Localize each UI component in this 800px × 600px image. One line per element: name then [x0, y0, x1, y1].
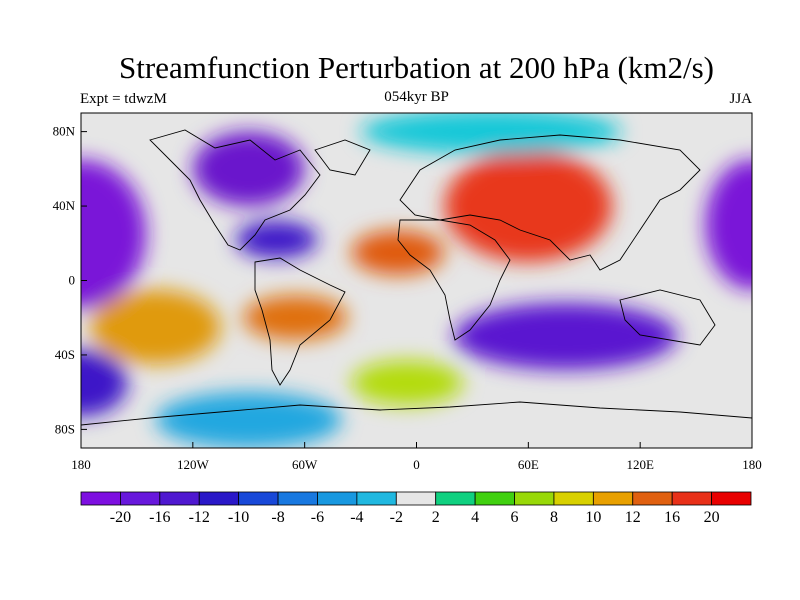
colorbar-swatch	[159, 491, 200, 506]
colorbar-swatch	[553, 491, 594, 506]
colorbar-swatch	[238, 491, 279, 506]
colorbar-swatch	[120, 491, 161, 506]
lon-tick-label: 60W	[292, 457, 318, 472]
lat-tick-label: 80N	[53, 124, 76, 139]
lat-tick-label: 40S	[55, 347, 75, 362]
colorbar-swatch	[632, 491, 673, 506]
colorbar-swatch	[711, 491, 752, 506]
coast-antarctica	[81, 401, 752, 426]
colorbar-label: 6	[511, 509, 519, 526]
coast-greenland	[314, 139, 371, 176]
contour-north-pacific-low	[81, 159, 147, 309]
colorbar-label: 10	[585, 509, 601, 526]
colorbar-swatch	[474, 491, 515, 506]
colorbar-label: -10	[228, 509, 249, 526]
colorbar-label: -8	[271, 509, 284, 526]
lon-tick-label: 180	[71, 457, 91, 472]
lon-tick-label: 120W	[177, 457, 210, 472]
map-plot-area	[81, 113, 752, 448]
coast-south-america	[254, 257, 346, 386]
coast-europe-asia	[399, 134, 701, 271]
season-label: JJA	[729, 91, 752, 107]
coastlines	[81, 129, 752, 426]
colorbar-swatch	[356, 491, 397, 506]
contour-fill-layer	[81, 113, 752, 448]
colorbar-swatch	[435, 491, 476, 506]
contour-eurasian-high	[444, 150, 613, 262]
colorbar-label: 8	[550, 509, 558, 526]
colorbar-swatch	[198, 491, 240, 506]
colorbar-label: -20	[110, 509, 131, 526]
chart-title: Streamfunction Perturbation at 200 hPa (…	[119, 50, 714, 85]
colorbar-swatch	[80, 491, 121, 506]
period-label: 054kyr BP	[384, 89, 449, 105]
colorbar-label: 16	[664, 509, 680, 526]
colorbar-swatch	[317, 491, 358, 506]
colorbar-swatch	[592, 491, 634, 506]
colorbar-label: -16	[149, 509, 170, 526]
contour-arctic-ring	[360, 113, 622, 154]
colorbar-label: -6	[311, 509, 324, 526]
lon-tick-label: 120E	[626, 457, 654, 472]
lon-tick-label: 60E	[518, 457, 539, 472]
lat-tick-label: 40N	[53, 198, 76, 213]
contour-south-pacific-low	[81, 349, 128, 417]
contour-north-america-low	[192, 131, 305, 207]
colorbar-swatch	[277, 491, 318, 506]
colorbar-label: 2	[432, 509, 440, 526]
coast-australia	[619, 289, 716, 346]
lon-tick-label: 0	[413, 457, 420, 472]
latitude-axis: 80N 40N 0 40S 80S	[53, 124, 87, 436]
contour-gulf-low	[235, 220, 318, 259]
contour-south-atlantic-high	[351, 360, 464, 406]
contour-south-pacific-high	[90, 289, 221, 365]
colorbar-swatch	[671, 491, 712, 506]
longitude-axis: 180 120W 60W 0 60E 120E 180	[71, 442, 762, 472]
colorbar-label: 12	[625, 509, 641, 526]
lon-tick-label: 180	[742, 457, 762, 472]
colorbar-label: 4	[471, 509, 479, 526]
lat-tick-label: 0	[69, 273, 76, 288]
lat-tick-label: 80S	[55, 421, 75, 436]
contour-south-indian-low	[453, 302, 678, 370]
contour-southern-ocean-low	[155, 392, 342, 448]
colorbar-label: -12	[189, 509, 210, 526]
colorbar-label: -4	[350, 509, 363, 526]
colorbar-swatch	[514, 491, 555, 506]
contour-south-america-high	[243, 295, 348, 341]
coast-africa	[397, 219, 511, 341]
coast-north-america	[149, 129, 321, 251]
contour-west-pacific-low	[705, 159, 752, 290]
colorbar: -20 -16 -12 -10 -8 -6 -4 -2 2 4 6 8 10 12 16 20	[80, 491, 752, 526]
colorbar-label: -2	[390, 509, 403, 526]
colorbar-label: 20	[704, 509, 720, 526]
colorbar-swatch	[395, 491, 437, 506]
experiment-label: Expt = tdwzM	[80, 91, 167, 107]
